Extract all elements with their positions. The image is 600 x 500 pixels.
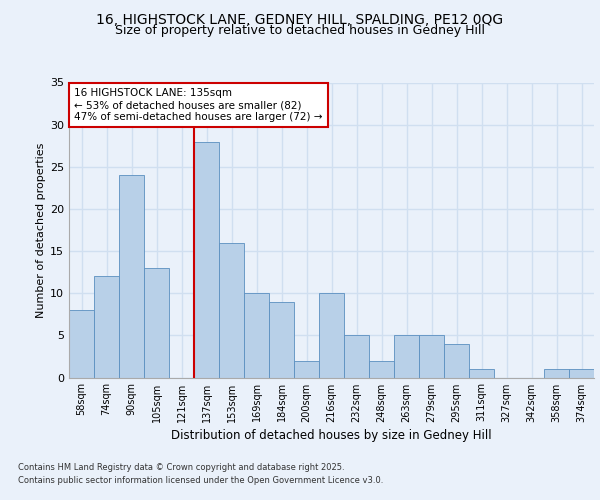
- Bar: [269, 302, 294, 378]
- Text: 16, HIGHSTOCK LANE, GEDNEY HILL, SPALDING, PE12 0QG: 16, HIGHSTOCK LANE, GEDNEY HILL, SPALDIN…: [97, 12, 503, 26]
- Bar: [119, 175, 144, 378]
- Bar: [294, 360, 319, 378]
- Bar: [444, 344, 469, 378]
- Bar: [219, 242, 244, 378]
- Bar: [319, 293, 344, 378]
- Y-axis label: Number of detached properties: Number of detached properties: [36, 142, 46, 318]
- Bar: [344, 336, 369, 378]
- Bar: [244, 293, 269, 378]
- Bar: [69, 310, 94, 378]
- Bar: [369, 360, 394, 378]
- Bar: [419, 336, 444, 378]
- X-axis label: Distribution of detached houses by size in Gedney Hill: Distribution of detached houses by size …: [171, 428, 492, 442]
- Text: Contains HM Land Registry data © Crown copyright and database right 2025.: Contains HM Land Registry data © Crown c…: [18, 464, 344, 472]
- Bar: [94, 276, 119, 378]
- Bar: [544, 369, 569, 378]
- Bar: [469, 369, 494, 378]
- Bar: [394, 336, 419, 378]
- Text: Contains public sector information licensed under the Open Government Licence v3: Contains public sector information licen…: [18, 476, 383, 485]
- Text: 16 HIGHSTOCK LANE: 135sqm
← 53% of detached houses are smaller (82)
47% of semi-: 16 HIGHSTOCK LANE: 135sqm ← 53% of detac…: [74, 88, 323, 122]
- Text: Size of property relative to detached houses in Gedney Hill: Size of property relative to detached ho…: [115, 24, 485, 37]
- Bar: [569, 369, 594, 378]
- Bar: [194, 142, 219, 378]
- Bar: [144, 268, 169, 378]
